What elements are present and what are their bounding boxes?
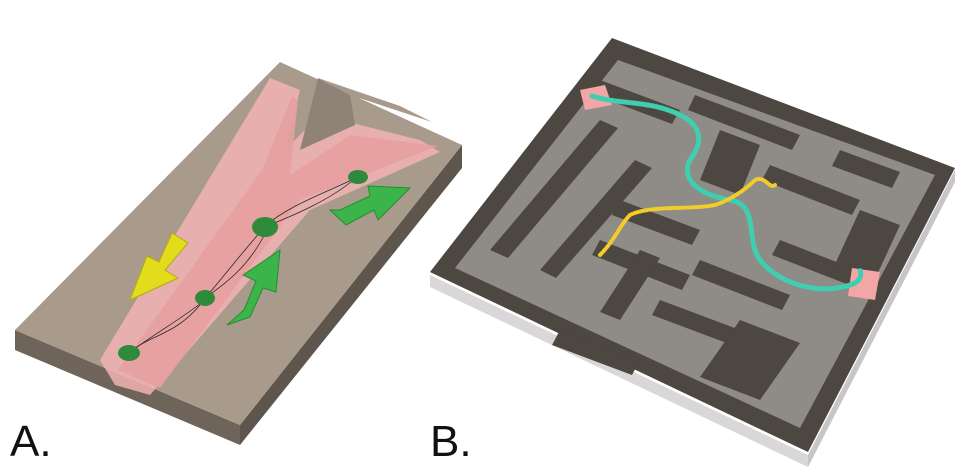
maze-exit: [848, 268, 880, 300]
cell-3: [252, 217, 278, 237]
panel-b-illustration: [430, 38, 955, 467]
chip-side-face-right: [240, 145, 462, 445]
green-arrow-right: [328, 185, 412, 226]
cell-4: [348, 170, 368, 184]
maze-base: [430, 275, 808, 467]
yellow-arrow: [129, 232, 189, 301]
green-arrow-up: [226, 248, 281, 326]
panel-a-label: A.: [10, 417, 52, 466]
cell-2: [195, 290, 215, 306]
maze-base-right: [808, 170, 955, 467]
channel-divider-top: [318, 78, 432, 122]
microchannel: [118, 96, 438, 388]
cell-1: [118, 345, 140, 361]
panel-b-label: B.: [430, 417, 472, 466]
panel-a-illustration: [15, 62, 462, 445]
maze-walls: [490, 80, 900, 400]
yellow-fungal-network: [598, 176, 777, 257]
channel-divider: [300, 78, 355, 150]
